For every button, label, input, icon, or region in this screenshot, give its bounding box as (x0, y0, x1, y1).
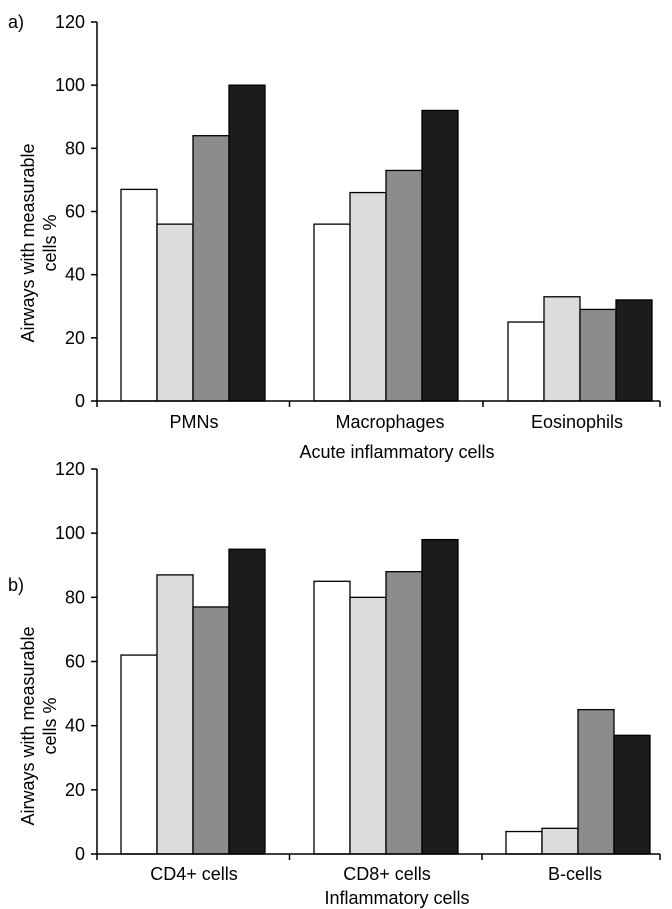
bar (615, 299, 653, 402)
bar (541, 827, 579, 855)
bar (507, 321, 545, 402)
y-tick-label: 40 (65, 265, 85, 285)
bar (421, 109, 459, 402)
y-tick-label: 120 (55, 459, 85, 479)
bar (577, 708, 615, 855)
category-label: Macrophages (335, 412, 444, 432)
y-tick-label: 100 (55, 75, 85, 95)
bar (120, 188, 158, 402)
y-tick-label: 80 (65, 138, 85, 158)
y-tick-label: 60 (65, 202, 85, 222)
y-axis-title-line-1: Airways with measurable (18, 626, 38, 825)
bar (543, 296, 581, 402)
bar (156, 574, 194, 855)
y-axis-title-line-2: cells % (40, 214, 60, 271)
category-label: PMNs (170, 412, 219, 432)
bar (421, 538, 459, 855)
panel-label: a) (8, 12, 24, 32)
bar (385, 571, 423, 855)
bar (156, 223, 194, 402)
y-tick-label: 100 (55, 523, 85, 543)
panel-b: b) Airways with measurable cells % Infla… (8, 459, 661, 908)
bar (120, 654, 158, 855)
bar (313, 223, 351, 402)
y-tick-label: 80 (65, 587, 85, 607)
category-label: Eosinophils (531, 412, 623, 432)
bar (349, 596, 387, 855)
panel-label: b) (8, 575, 24, 595)
x-axis-title: Acute inflammatory cells (299, 442, 494, 462)
x-axis-title: Inflammatory cells (324, 888, 469, 908)
y-tick-label: 20 (65, 328, 85, 348)
bar (192, 606, 230, 855)
bar (228, 548, 266, 855)
category-label: B-cells (548, 864, 602, 884)
y-tick-label: 0 (75, 844, 85, 864)
y-tick-label: 20 (65, 780, 85, 800)
bar (313, 580, 351, 855)
y-tick-label: 0 (75, 391, 85, 411)
y-tick-label: 120 (55, 12, 85, 32)
panel-a: a) Airways with measurable cells % Acute… (8, 12, 661, 462)
bar (192, 135, 230, 402)
bar (579, 308, 617, 402)
bar (349, 191, 387, 402)
category-label: CD8+ cells (343, 864, 431, 884)
category-label: CD4+ cells (150, 864, 238, 884)
bar (505, 830, 543, 855)
bar (385, 169, 423, 402)
bar (228, 84, 266, 402)
y-tick-label: 60 (65, 652, 85, 672)
y-axis-title-line-2: cells % (40, 697, 60, 754)
y-axis-title-line-1: Airways with measurable (18, 143, 38, 342)
bar (613, 734, 651, 855)
y-tick-label: 40 (65, 716, 85, 736)
